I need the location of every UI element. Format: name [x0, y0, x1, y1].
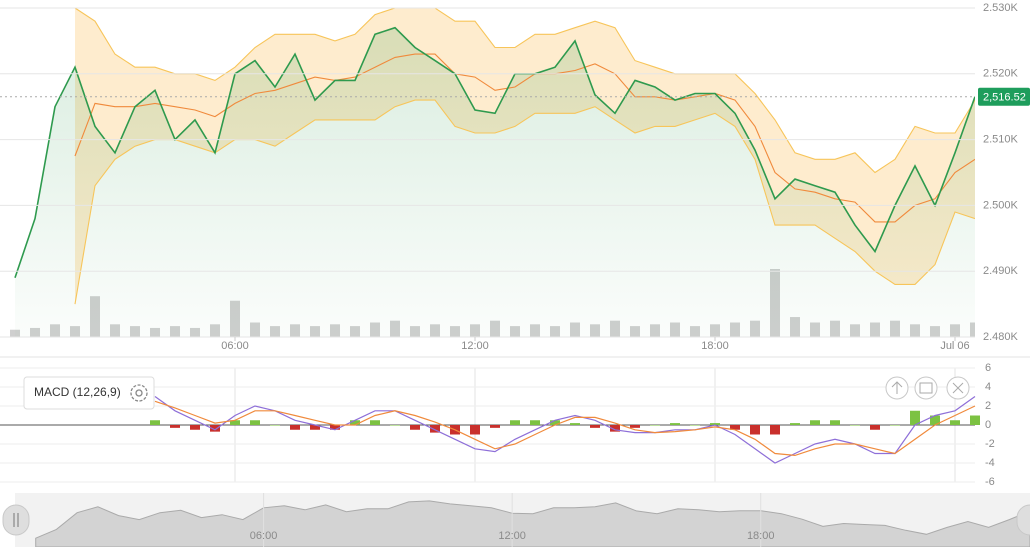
histogram-bar — [850, 425, 860, 426]
histogram-bar — [670, 423, 680, 425]
histogram-bar — [150, 420, 160, 425]
y-tick-label: 2.490K — [983, 265, 1019, 277]
histogram-bar — [430, 425, 440, 433]
histogram-bar — [810, 420, 820, 425]
navigator-tick-label: 12:00 — [498, 530, 526, 542]
histogram-bar — [590, 425, 600, 428]
y-tick-label: 2.520K — [983, 68, 1019, 80]
histogram-bar — [170, 425, 180, 428]
y-tick-label: -2 — [985, 438, 995, 450]
histogram-bar — [750, 425, 760, 435]
navigator[interactable]: 06:00 12:00 18:00 — [35, 493, 1030, 547]
close-button[interactable] — [946, 376, 970, 400]
x-tick-label: Jul 06 — [940, 340, 969, 352]
histogram-bar — [950, 420, 960, 425]
histogram-bar — [610, 425, 620, 432]
histogram-bar — [730, 425, 740, 430]
histogram-bar — [830, 420, 840, 425]
histogram-bar — [290, 425, 300, 430]
histogram-bar — [390, 425, 400, 426]
settings-icon[interactable] — [130, 384, 148, 402]
price-plot — [10, 7, 975, 337]
price-area — [15, 27, 975, 337]
y-tick-label: -4 — [985, 457, 995, 469]
x-tick-label: 06:00 — [221, 340, 249, 352]
histogram-bar — [770, 425, 780, 435]
histogram-bar — [230, 420, 240, 425]
histogram-bar — [330, 425, 340, 430]
x-tick-label: 12:00 — [461, 340, 489, 352]
x-tick-label: 18:00 — [701, 340, 729, 352]
histogram-bar — [370, 420, 380, 425]
histogram-bar — [630, 425, 640, 428]
y-tick-label: 6 — [985, 362, 991, 374]
histogram-bar — [470, 425, 480, 435]
indicator-title: MACD (12,26,9) — [34, 385, 121, 399]
navigator-tick-label: 06:00 — [250, 530, 278, 542]
histogram-bar — [910, 410, 920, 425]
histogram-bar — [350, 420, 360, 425]
last-price-label: 2,516.52 — [983, 92, 1026, 104]
histogram-bar — [650, 425, 660, 426]
y-tick-label: -6 — [985, 476, 995, 488]
histogram-bar — [930, 415, 940, 425]
histogram-bar — [210, 425, 220, 432]
histogram-bar — [310, 425, 320, 430]
y-tick-label: 2.530K — [983, 2, 1019, 14]
navigator-tick-label: 18:00 — [747, 530, 775, 542]
y-tick-label: 0 — [985, 419, 991, 431]
histogram-bar — [690, 425, 700, 426]
y-tick-label: 4 — [985, 381, 991, 393]
indicator-legend[interactable] — [23, 376, 155, 410]
y-tick-label: 2.480K — [983, 331, 1019, 343]
last-price-badge — [978, 87, 1030, 106]
navigator-area — [35, 500, 1030, 547]
histogram-bar — [570, 423, 580, 425]
histogram-bar — [530, 420, 540, 425]
histogram-bar — [890, 425, 900, 426]
histogram-bar — [870, 425, 880, 430]
histogram-bar — [790, 423, 800, 425]
move-up-button[interactable] — [885, 376, 909, 400]
macd-panel: 6 4 2 0 -2 -4 -6 — [0, 362, 995, 488]
histogram-bar — [270, 425, 280, 426]
signal-line — [154, 400, 976, 457]
navigator-handle-left[interactable] — [2, 504, 30, 536]
axes: 2.530K 2.520K 2.510K 2.500K 2.490K 2.480K 06:0… — [0, 2, 1030, 352]
histogram-bar — [410, 425, 420, 430]
macd-line — [154, 396, 976, 464]
histogram-bar — [490, 425, 500, 428]
navigator-handle-right[interactable] — [1016, 504, 1030, 536]
y-tick-label: 2.510K — [983, 134, 1019, 146]
y-tick-label: 2.500K — [983, 199, 1019, 211]
maximize-button[interactable] — [914, 376, 938, 400]
histogram-bar — [250, 420, 260, 425]
histogram-bar — [710, 423, 720, 425]
histogram-bar — [550, 420, 560, 425]
band-edge — [74, 99, 975, 305]
histogram-bar — [190, 425, 200, 430]
histogram-bar — [510, 420, 520, 425]
histogram-bar — [970, 415, 980, 425]
band-middle — [74, 53, 975, 223]
y-tick-label: 2 — [985, 400, 991, 412]
